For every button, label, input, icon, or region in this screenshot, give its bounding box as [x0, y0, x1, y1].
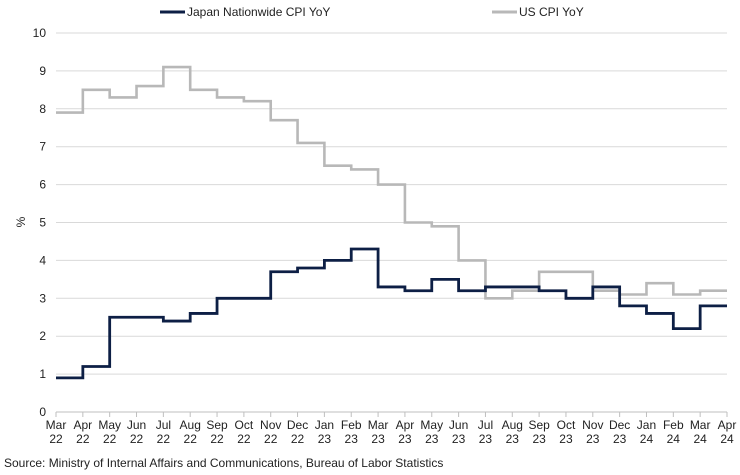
x-tick-label-year: 23 [345, 432, 359, 446]
x-tick-label-year: 22 [130, 432, 144, 446]
x-tick-label-month: Oct [557, 418, 576, 432]
x-tick-label-year: 22 [264, 432, 278, 446]
y-tick-label: 3 [39, 291, 46, 305]
x-tick-label-month: Jan [637, 418, 656, 432]
x-tick-label-month: Feb [663, 418, 684, 432]
x-tick-label-year: 23 [532, 432, 546, 446]
y-tick-label: 9 [39, 64, 46, 78]
x-tick-label-month: Mar [690, 418, 711, 432]
x-tick-label-year: 23 [452, 432, 466, 446]
y-tick-label: 0 [39, 405, 46, 419]
x-tick-label-month: Jun [449, 418, 468, 432]
legend-label-japan: Japan Nationwide CPI YoY [187, 5, 330, 19]
x-tick-label-month: Aug [180, 418, 201, 432]
x-tick-label-month: Dec [287, 418, 308, 432]
x-tick-label-month: Mar [46, 418, 67, 432]
y-tick-label: 4 [39, 253, 46, 267]
x-tick-label-year: 22 [184, 432, 198, 446]
series-lines [56, 65, 727, 380]
x-tick-label-year: 23 [506, 432, 520, 446]
x-tick-label-year: 23 [479, 432, 493, 446]
legend-label-us: US CPI YoY [519, 5, 584, 19]
x-tick-label-month: Nov [260, 418, 281, 432]
x-tick-label-month: May [98, 418, 121, 432]
x-tick-label-year: 22 [291, 432, 305, 446]
x-tick-label-year: 22 [210, 432, 224, 446]
y-tick-label: 10 [33, 26, 47, 40]
x-tick-label-year: 23 [613, 432, 627, 446]
x-tick-label-year: 23 [559, 432, 573, 446]
y-tick-label: 5 [39, 216, 46, 230]
x-tick-label-year: 23 [586, 432, 600, 446]
y-tick-label: 7 [39, 140, 46, 154]
x-tick-label-year: 24 [640, 432, 654, 446]
x-tick-label-year: 23 [425, 432, 439, 446]
x-tick-label-month: Mar [368, 418, 389, 432]
axes: 012345678910Mar22Apr22May22Jun22Jul22Aug… [33, 26, 737, 446]
x-tick-label-year: 23 [318, 432, 332, 446]
x-tick-label-month: Sep [528, 418, 550, 432]
legend: Japan Nationwide CPI YoY US CPI YoY [160, 5, 584, 19]
x-tick-label-month: Oct [235, 418, 254, 432]
x-tick-label-year: 24 [667, 432, 681, 446]
y-tick-label: 6 [39, 178, 46, 192]
x-tick-label-year: 24 [693, 432, 707, 446]
y-tick-label: 1 [39, 367, 46, 381]
x-tick-label-month: Apr [73, 418, 92, 432]
source-note: Source: Ministry of Internal Affairs and… [4, 456, 444, 470]
x-tick-label-year: 24 [720, 432, 734, 446]
x-tick-label-month: Aug [502, 418, 523, 432]
gridlines [56, 32, 727, 375]
y-axis-label: % [14, 216, 28, 227]
x-tick-label-year: 22 [237, 432, 251, 446]
x-tick-label-month: Dec [609, 418, 630, 432]
y-tick-label: 8 [39, 102, 46, 116]
x-tick-label-year: 23 [371, 432, 385, 446]
x-tick-label-month: Apr [396, 418, 415, 432]
x-tick-label-month: Feb [341, 418, 362, 432]
x-tick-label-month: Jun [127, 418, 146, 432]
x-tick-label-year: 22 [103, 432, 117, 446]
x-tick-label-month: Jan [315, 418, 334, 432]
x-tick-label-month: May [420, 418, 443, 432]
x-tick-label-year: 22 [49, 432, 63, 446]
x-tick-label-month: Apr [718, 418, 737, 432]
x-tick-label-month: Sep [206, 418, 228, 432]
series-line-japan-cpi [56, 247, 727, 380]
x-tick-label-month: Jul [478, 418, 493, 432]
x-tick-label-month: Nov [582, 418, 603, 432]
x-tick-label-month: Jul [156, 418, 171, 432]
x-tick-label-year: 22 [157, 432, 171, 446]
x-tick-label-year: 23 [398, 432, 412, 446]
y-tick-label: 2 [39, 329, 46, 343]
x-tick-label-year: 22 [76, 432, 90, 446]
series-line-us-cpi [56, 65, 727, 300]
